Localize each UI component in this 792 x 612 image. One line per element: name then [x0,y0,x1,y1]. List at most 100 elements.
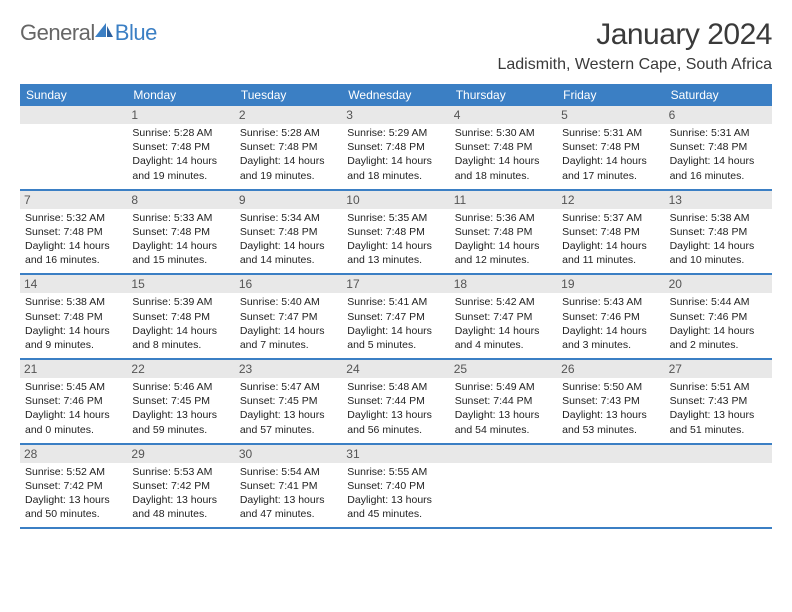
day-info-line: Daylight: 14 hours [670,154,767,168]
day-info-line: Daylight: 13 hours [240,493,337,507]
day-number: 25 [450,360,557,378]
day-info-line: Daylight: 14 hours [455,324,552,338]
day-info: Sunrise: 5:45 AMSunset: 7:46 PMDaylight:… [25,380,122,437]
day-cell: 14Sunrise: 5:38 AMSunset: 7:48 PMDayligh… [20,275,127,358]
day-info-line: and 8 minutes. [132,338,229,352]
day-cell: 7Sunrise: 5:32 AMSunset: 7:48 PMDaylight… [20,191,127,274]
day-info-line: and 17 minutes. [562,169,659,183]
day-info-line: Sunrise: 5:38 AM [670,211,767,225]
day-cell: 17Sunrise: 5:41 AMSunset: 7:47 PMDayligh… [342,275,449,358]
day-info-line: Sunset: 7:48 PM [562,140,659,154]
location-label: Ladismith, Western Cape, South Africa [497,56,772,74]
day-headers-row: SundayMondayTuesdayWednesdayThursdayFrid… [20,84,772,106]
day-info-line: Sunrise: 5:52 AM [25,465,122,479]
day-info-line: Daylight: 13 hours [25,493,122,507]
day-info-line: Daylight: 13 hours [240,408,337,422]
day-info-line: Sunrise: 5:30 AM [455,126,552,140]
day-cell: 29Sunrise: 5:53 AMSunset: 7:42 PMDayligh… [127,445,234,528]
day-number: 31 [342,445,449,463]
day-info-line: and 51 minutes. [670,423,767,437]
day-info-line: Sunrise: 5:44 AM [670,295,767,309]
day-number: 21 [20,360,127,378]
day-info-line: Sunset: 7:40 PM [347,479,444,493]
day-cell: 10Sunrise: 5:35 AMSunset: 7:48 PMDayligh… [342,191,449,274]
week-row: 21 Sunrise: 5:45 AMSunset: 7:46 PMDayligh… [20,360,772,445]
day-info-line: Daylight: 14 hours [455,239,552,253]
day-info: Sunrise: 5:33 AMSunset: 7:48 PMDaylight:… [132,211,229,268]
empty-day-header [20,106,127,124]
day-info: Sunrise: 5:44 AMSunset: 7:46 PMDaylight:… [670,295,767,352]
day-info-line: Sunrise: 5:39 AM [132,295,229,309]
empty-day-header [665,445,772,463]
day-cell: 16Sunrise: 5:40 AMSunset: 7:47 PMDayligh… [235,275,342,358]
day-info-line: Daylight: 13 hours [455,408,552,422]
day-info-line: and 11 minutes. [562,253,659,267]
day-cell: 1Sunrise: 5:28 AMSunset: 7:48 PMDaylight… [127,106,234,189]
day-info-line: Sunrise: 5:43 AM [562,295,659,309]
day-info-line: Sunrise: 5:28 AM [132,126,229,140]
day-info-line: Sunset: 7:48 PM [347,140,444,154]
day-info-line: Sunset: 7:47 PM [347,310,444,324]
day-info-line: Sunset: 7:43 PM [562,394,659,408]
day-info-line: Daylight: 14 hours [240,239,337,253]
day-cell: 6Sunrise: 5:31 AMSunset: 7:48 PMDaylight… [665,106,772,189]
day-info-line: Daylight: 14 hours [240,324,337,338]
day-info-line: Daylight: 14 hours [670,324,767,338]
day-number: 20 [665,275,772,293]
day-info-line: Daylight: 13 hours [347,408,444,422]
day-info-line: Daylight: 13 hours [347,493,444,507]
day-info-line: Sunset: 7:46 PM [562,310,659,324]
day-info-line: Sunset: 7:48 PM [132,225,229,239]
day-info-line: and 18 minutes. [455,169,552,183]
day-info-line: Daylight: 14 hours [132,324,229,338]
calendar-body: 1Sunrise: 5:28 AMSunset: 7:48 PMDaylight… [20,106,772,529]
day-number: 15 [127,275,234,293]
day-info: Sunrise: 5:43 AMSunset: 7:46 PMDaylight:… [562,295,659,352]
day-info-line: Daylight: 14 hours [562,154,659,168]
day-number: 3 [342,106,449,124]
day-header: Friday [557,84,664,106]
day-cell: 8Sunrise: 5:33 AMSunset: 7:48 PMDaylight… [127,191,234,274]
empty-day-header [450,445,557,463]
day-info: Sunrise: 5:47 AMSunset: 7:45 PMDaylight:… [240,380,337,437]
day-info-line: Sunset: 7:48 PM [455,140,552,154]
day-info-line: Sunset: 7:48 PM [25,225,122,239]
day-cell [450,445,557,528]
day-info: Sunrise: 5:41 AMSunset: 7:47 PMDaylight:… [347,295,444,352]
day-info-line: Daylight: 14 hours [455,154,552,168]
day-info-line: Sunrise: 5:48 AM [347,380,444,394]
day-info: Sunrise: 5:35 AMSunset: 7:48 PMDaylight:… [347,211,444,268]
day-info-line: and 3 minutes. [562,338,659,352]
day-info-line: and 9 minutes. [25,338,122,352]
day-info-line: and 48 minutes. [132,507,229,521]
day-info-line: Sunset: 7:44 PM [347,394,444,408]
day-info-line: and 47 minutes. [240,507,337,521]
day-info: Sunrise: 5:29 AMSunset: 7:48 PMDaylight:… [347,126,444,183]
day-info: Sunrise: 5:50 AMSunset: 7:43 PMDaylight:… [562,380,659,437]
day-number: 9 [235,191,342,209]
day-info-line: Sunrise: 5:38 AM [25,295,122,309]
day-info: Sunrise: 5:55 AMSunset: 7:40 PMDaylight:… [347,465,444,522]
day-number: 6 [665,106,772,124]
day-cell: 31 Sunrise: 5:55 AMSunset: 7:40 PMDayligh… [342,445,449,528]
title-block: January 2024 Ladismith, Western Cape, So… [497,18,772,74]
page-header: General Blue January 2024 Ladismith, Wes… [20,18,772,74]
day-cell: 18Sunrise: 5:42 AMSunset: 7:47 PMDayligh… [450,275,557,358]
day-info-line: Sunset: 7:48 PM [132,310,229,324]
day-cell: 24Sunrise: 5:48 AMSunset: 7:44 PMDayligh… [342,360,449,443]
day-info-line: Sunset: 7:48 PM [455,225,552,239]
day-info-line: Sunset: 7:45 PM [240,394,337,408]
day-info-line: and 50 minutes. [25,507,122,521]
day-number: 12 [557,191,664,209]
day-info-line: Sunrise: 5:33 AM [132,211,229,225]
day-cell: 11Sunrise: 5:36 AMSunset: 7:48 PMDayligh… [450,191,557,274]
sail-icon [95,23,113,37]
day-info-line: and 7 minutes. [240,338,337,352]
day-info-line: and 19 minutes. [240,169,337,183]
day-info-line: Daylight: 14 hours [670,239,767,253]
day-cell: 28Sunrise: 5:52 AMSunset: 7:42 PMDayligh… [20,445,127,528]
day-number: 30 [235,445,342,463]
day-info-line: Sunset: 7:45 PM [132,394,229,408]
day-info-line: Sunrise: 5:50 AM [562,380,659,394]
day-info-line: Sunrise: 5:41 AM [347,295,444,309]
